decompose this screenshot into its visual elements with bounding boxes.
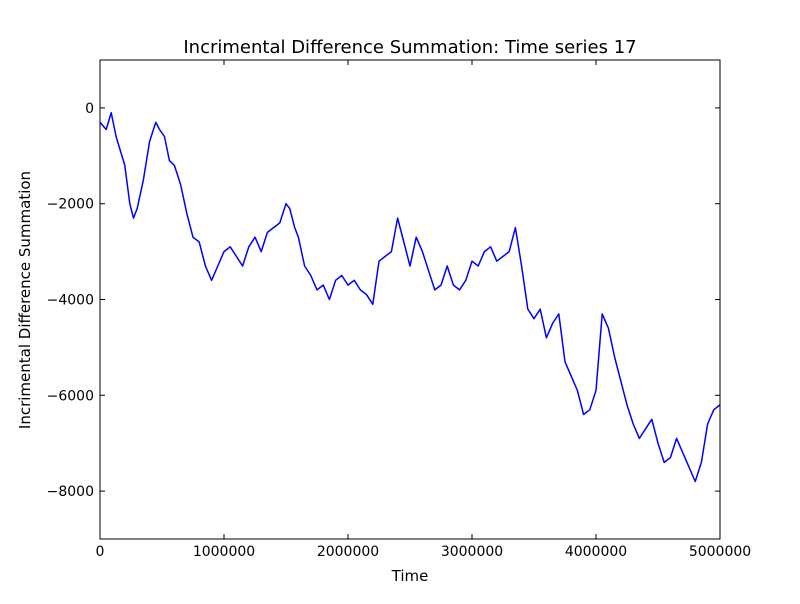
y-tick-label: −8000: [47, 484, 94, 500]
series-line: [99, 111, 721, 483]
y-tick-label: 0: [85, 101, 94, 117]
chart-title: Incrimental Difference Summation: Time s…: [183, 37, 636, 58]
x-axis-label: Time: [391, 567, 429, 585]
y-tick-label: −4000: [47, 293, 94, 309]
y-tick-label: −2000: [47, 197, 94, 213]
x-tick-label: 3000000: [441, 544, 503, 560]
plot-frame: [99, 59, 721, 540]
plot-area: [100, 60, 720, 539]
y-tick-label: −6000: [47, 388, 94, 404]
series-layer: [99, 111, 721, 483]
ticks-layer: 0 1000000 2000000 3000000 4000000 5000000 0 −20…: [47, 60, 751, 560]
x-tick-label: 1000000: [193, 544, 255, 560]
x-tick-label: 5000000: [689, 544, 751, 560]
x-tick-label: 2000000: [317, 544, 379, 560]
y-axis-label: Incrimental Difference Summation: [16, 171, 34, 429]
x-tick-label: 0: [96, 544, 105, 560]
x-tick-label: 4000000: [565, 544, 627, 560]
